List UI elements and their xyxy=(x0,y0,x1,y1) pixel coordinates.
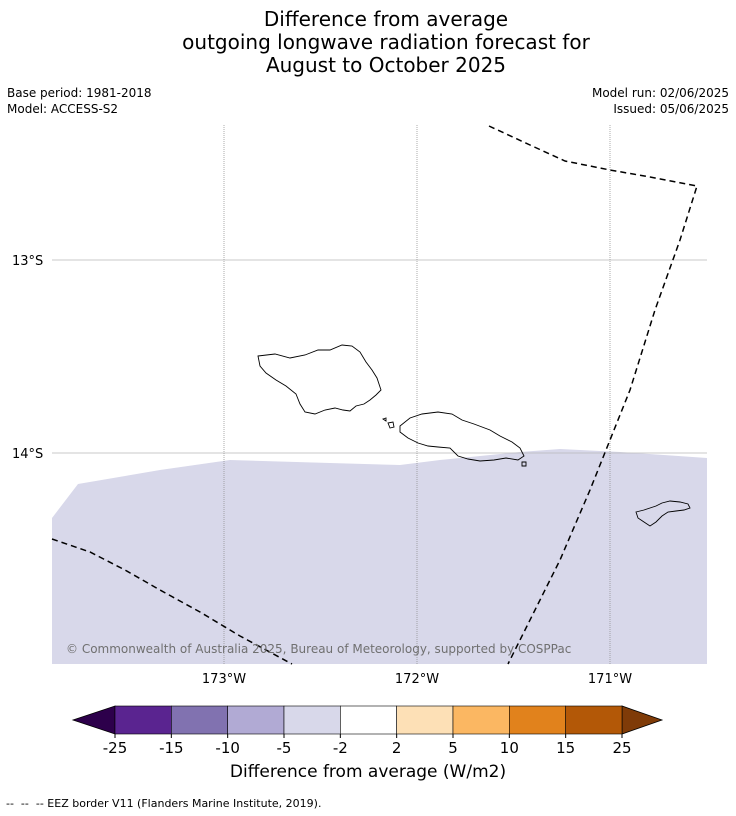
chart-title: Difference from average outgoing longwav… xyxy=(0,8,736,77)
colorbar-tick-label: -10 xyxy=(215,739,240,757)
small-island-2 xyxy=(387,421,395,429)
small-island-1 xyxy=(381,417,387,422)
colorbar-segment xyxy=(283,705,341,735)
colorbar-tick-label: 10 xyxy=(500,739,519,757)
colorbar-tick-label: 15 xyxy=(556,739,575,757)
colorbar-segment xyxy=(565,705,623,735)
lon-label-173w: 173°W xyxy=(202,672,246,687)
colorbar-label: Difference from average (W/m2) xyxy=(229,762,507,782)
upolu-island xyxy=(399,411,525,462)
coastlines xyxy=(257,344,691,527)
copyright-text: © Commonwealth of Australia 2025, Bureau… xyxy=(66,642,571,656)
model-run: Model run: 02/06/2025 xyxy=(591,86,729,100)
savaii-island xyxy=(257,344,382,415)
colorbar-tick-label: -5 xyxy=(277,739,292,757)
colorbar-under-triangle xyxy=(71,705,116,735)
eez-border-southwest xyxy=(51,538,293,665)
title-line-3: August to October 2025 xyxy=(265,53,507,77)
colorbar-over-triangle xyxy=(621,705,664,735)
lon-label-171w: 171°W xyxy=(588,672,632,687)
lon-label-172w: 172°W xyxy=(395,672,439,687)
eez-border-north xyxy=(488,125,698,665)
colorbar-tick-label: 5 xyxy=(448,739,458,757)
eez-borders xyxy=(51,125,698,665)
lat-label-14s: 14°S xyxy=(12,447,43,462)
colorbar-tick-label: -25 xyxy=(103,739,128,757)
colorbar-segment xyxy=(227,705,285,735)
colorbar-tick-label: -15 xyxy=(159,739,184,757)
colorbar-tick-label: 25 xyxy=(612,739,631,757)
meta-right: Model run: 02/06/2025 Issued: 05/06/2025 xyxy=(592,85,729,117)
base-period: Base period: 1981-2018 xyxy=(7,86,152,100)
model-name: Model: ACCESS-S2 xyxy=(7,102,119,116)
tutuila-island xyxy=(635,500,691,527)
colorbar-segment xyxy=(171,705,228,735)
colorbar-segment xyxy=(340,705,397,735)
colorbar-segment xyxy=(452,705,510,735)
colorbar-segment xyxy=(509,705,566,735)
anomaly-region xyxy=(52,449,707,664)
colorbar-tick-label: -2 xyxy=(333,739,348,757)
colorbar: -25 -15 -10 -5 -2 2 5 10 15 25 xyxy=(71,705,664,757)
colorbar-tick-label: 2 xyxy=(392,739,402,757)
gridlines xyxy=(52,125,707,664)
title-line-1: Difference from average xyxy=(263,7,509,31)
lat-label-13s: 13°S xyxy=(12,254,43,269)
small-island-3 xyxy=(521,461,527,467)
colorbar-segment xyxy=(114,705,172,735)
meta-left: Base period: 1981-2018 Model: ACCESS-S2 xyxy=(7,85,152,117)
issued-date: Issued: 05/06/2025 xyxy=(613,102,729,116)
colorbar-segment xyxy=(396,705,454,735)
eez-footnote: -- -- -- EEZ border V11 (Flanders Marine… xyxy=(6,797,322,810)
title-line-2: outgoing longwave radiation forecast for xyxy=(182,30,590,54)
